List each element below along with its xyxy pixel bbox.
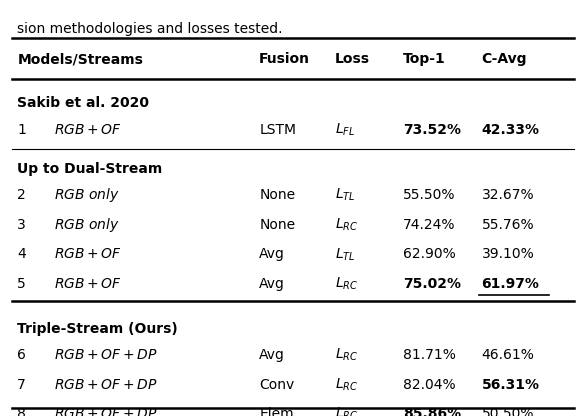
Text: $\mathit{RGB+OF+DP}$: $\mathit{RGB+OF+DP}$	[54, 348, 158, 362]
Text: Models/Streams: Models/Streams	[18, 52, 143, 67]
Text: $\mathit{L}_{RC}$: $\mathit{L}_{RC}$	[335, 406, 359, 416]
Text: 7: 7	[18, 377, 26, 391]
Text: 3: 3	[18, 218, 26, 232]
Text: 56.31%: 56.31%	[482, 377, 540, 391]
Text: 55.76%: 55.76%	[482, 218, 534, 232]
Text: $\mathit{RGB\ only}$: $\mathit{RGB\ only}$	[54, 216, 120, 234]
Text: 74.24%: 74.24%	[403, 218, 455, 232]
Text: 5: 5	[18, 277, 26, 291]
Text: 6: 6	[18, 348, 26, 362]
Text: $\mathit{RGB+OF}$: $\mathit{RGB+OF}$	[54, 277, 122, 291]
Text: 85.86%: 85.86%	[403, 407, 461, 416]
Text: $\mathit{L}_{RC}$: $\mathit{L}_{RC}$	[335, 217, 359, 233]
Text: 32.67%: 32.67%	[482, 188, 534, 202]
Text: $\mathit{RGB+OF+DP}$: $\mathit{RGB+OF+DP}$	[54, 377, 158, 391]
Text: 73.52%: 73.52%	[403, 123, 461, 137]
Text: 46.61%: 46.61%	[482, 348, 534, 362]
Text: 61.97%: 61.97%	[482, 277, 539, 291]
Text: 62.90%: 62.90%	[403, 248, 455, 261]
Text: 2: 2	[18, 188, 26, 202]
Text: 39.10%: 39.10%	[482, 248, 534, 261]
Text: Elem: Elem	[259, 407, 294, 416]
Text: $\mathit{L}_{TL}$: $\mathit{L}_{TL}$	[335, 246, 356, 262]
Text: Avg: Avg	[259, 348, 285, 362]
Text: Avg: Avg	[259, 277, 285, 291]
Text: LSTM: LSTM	[259, 123, 297, 137]
Text: $\mathit{L}_{TL}$: $\mathit{L}_{TL}$	[335, 187, 356, 203]
Text: 8: 8	[18, 407, 26, 416]
Text: $\mathit{L}_{FL}$: $\mathit{L}_{FL}$	[335, 122, 355, 139]
Text: 81.71%: 81.71%	[403, 348, 455, 362]
Text: Top-1: Top-1	[403, 52, 445, 67]
Text: $\mathit{RGB+OF+DP}$: $\mathit{RGB+OF+DP}$	[54, 407, 158, 416]
Text: Conv: Conv	[259, 377, 295, 391]
Text: $\mathit{RGB+OF}$: $\mathit{RGB+OF}$	[54, 248, 122, 261]
Text: $\mathit{L}_{RC}$: $\mathit{L}_{RC}$	[335, 276, 359, 292]
Text: Up to Dual-Stream: Up to Dual-Stream	[18, 162, 162, 176]
Text: C-Avg: C-Avg	[482, 52, 527, 67]
Text: None: None	[259, 188, 295, 202]
Text: None: None	[259, 218, 295, 232]
Text: 75.02%: 75.02%	[403, 277, 461, 291]
Text: Fusion: Fusion	[259, 52, 310, 67]
Text: $\mathit{L}_{RC}$: $\mathit{L}_{RC}$	[335, 376, 359, 393]
Text: 4: 4	[18, 248, 26, 261]
Text: 1: 1	[18, 123, 26, 137]
Text: $\mathit{RGB\ only}$: $\mathit{RGB\ only}$	[54, 186, 120, 204]
Text: 82.04%: 82.04%	[403, 377, 455, 391]
Text: Triple-Stream (Ours): Triple-Stream (Ours)	[18, 322, 178, 336]
Text: 42.33%: 42.33%	[482, 123, 540, 137]
Text: $\mathit{RGB+OF}$: $\mathit{RGB+OF}$	[54, 123, 122, 137]
Text: 50.50%: 50.50%	[482, 407, 534, 416]
Text: 55.50%: 55.50%	[403, 188, 455, 202]
Text: Sakib et al. 2020: Sakib et al. 2020	[18, 97, 149, 110]
Text: $\mathit{L}_{RC}$: $\mathit{L}_{RC}$	[335, 347, 359, 363]
Text: Avg: Avg	[259, 248, 285, 261]
Text: sion methodologies and losses tested.: sion methodologies and losses tested.	[18, 22, 283, 36]
Text: Loss: Loss	[335, 52, 370, 67]
